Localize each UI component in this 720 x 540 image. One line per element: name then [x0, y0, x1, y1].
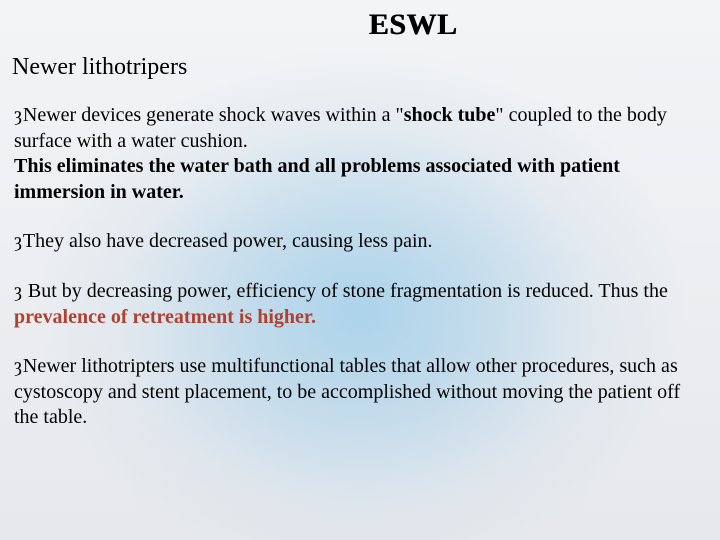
bullet-4: ȝNewer lithotripters use multifunctional…: [14, 354, 702, 431]
bullet-1-pre: Newer devices generate shock waves withi…: [23, 104, 404, 126]
slide: ESWL Newer lithotripers ȝNewer devices g…: [0, 0, 720, 540]
slide-subtitle: Newer lithotripers: [12, 54, 702, 81]
bullet-3-pre: But by decreasing power, efficiency of s…: [23, 280, 668, 302]
bullet-2-pre: They also have decreased power, causing …: [23, 230, 433, 252]
bullet-icon: ȝ: [14, 104, 22, 126]
bullet-2: ȝThey also have decreased power, causing…: [14, 229, 702, 255]
slide-title: ESWL: [124, 8, 702, 42]
bullet-1: ȝNewer devices generate shock waves with…: [14, 103, 702, 205]
bullet-icon: ȝ: [14, 230, 22, 252]
bullet-4-pre: Newer lithotripters use multifunctional …: [14, 355, 680, 428]
bullet-3: ȝ But by decreasing power, efficiency of…: [14, 279, 702, 330]
bullet-3-highlight: prevalence of retreatment is higher.: [14, 306, 316, 328]
bullet-1-bold2: This eliminates the water bath and all p…: [14, 155, 620, 203]
bullet-icon: ȝ: [14, 355, 22, 377]
bullet-icon: ȝ: [14, 280, 22, 302]
bullet-1-bold1: shock tube: [404, 104, 496, 126]
